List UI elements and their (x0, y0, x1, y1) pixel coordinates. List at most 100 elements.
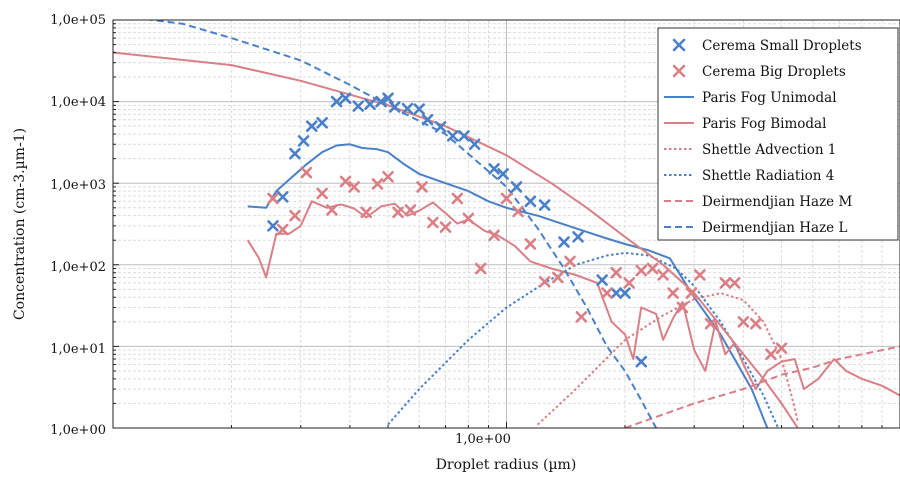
data-point-cerema-big-droplets (610, 266, 622, 279)
data-point-cerema-small-droplets (619, 287, 631, 299)
data-point-cerema-big-droplets (326, 204, 338, 216)
data-point-cerema-big-droplets (392, 206, 404, 219)
data-point-cerema-small-droplets (458, 130, 470, 142)
data-point-cerema-big-droplets (289, 209, 301, 222)
data-point-cerema-big-droplets (267, 192, 279, 205)
data-point-cerema-big-droplets (685, 287, 698, 299)
legend-symbol (672, 64, 686, 78)
data-point-cerema-big-droplets (765, 348, 777, 361)
tick-marks (112, 23, 883, 429)
legend-label: Shettle Advection 1 (702, 142, 836, 158)
data-point-cerema-small-droplets (635, 355, 648, 368)
data-point-cerema-small-droplets (382, 92, 394, 105)
data-point-cerema-big-droplets (775, 342, 788, 355)
data-point-cerema-small-droplets (596, 274, 608, 286)
data-point-cerema-big-droplets (737, 316, 750, 328)
data-point-cerema-big-droplets (371, 178, 384, 190)
data-point-cerema-small-droplets (572, 231, 584, 243)
data-point-cerema-big-droplets (538, 275, 551, 288)
data-point-cerema-small-droplets (446, 130, 459, 142)
y-tick-label: 1,0e+04 (50, 95, 106, 110)
legend-symbol (672, 38, 686, 52)
data-point-cerema-small-droplets (488, 163, 500, 175)
data-point-cerema-big-droplets (416, 181, 428, 193)
y-tick-label: 1,0e+02 (50, 260, 106, 275)
data-point-cerema-big-droplets (348, 181, 360, 193)
data-point-cerema-small-droplets (538, 199, 551, 211)
series-line-shettle-radiation-4 (387, 251, 780, 428)
data-point-cerema-small-droplets (330, 95, 343, 108)
y-tick-label: 1,0e+05 (50, 13, 106, 28)
legend-label: Deirmendjian Haze M (702, 194, 852, 210)
legend-label: Cerema Big Droplets (702, 64, 846, 80)
data-point-cerema-small-droplets (524, 195, 537, 208)
data-point-cerema-big-droplets (551, 271, 564, 284)
series-line-paris-fog-unimodal (247, 143, 769, 428)
series-line-paris-fog-bimodal (246, 200, 900, 397)
data-point-cerema-big-droplets (623, 277, 635, 289)
data-point-cerema-big-droplets (694, 269, 706, 281)
series-line-deirmendjian-haze-m (624, 345, 900, 428)
legend-label: Shettle Radiation 4 (702, 168, 834, 184)
data-point-cerema-big-droplets (439, 221, 452, 233)
data-point-cerema-big-droplets (704, 317, 717, 330)
data-point-cerema-big-droplets (488, 229, 500, 242)
data-point-cerema-small-droplets (276, 191, 289, 203)
data-point-cerema-small-droplets (434, 121, 447, 133)
data-point-cerema-big-droplets (360, 206, 372, 219)
series-layer (113, 20, 900, 428)
data-point-cerema-small-droplets (352, 100, 365, 112)
data-point-cerema-small-droplets (558, 236, 570, 248)
legend-box (657, 27, 899, 241)
data-point-cerema-big-droplets (512, 205, 524, 218)
data-point-cerema-big-droplets (524, 238, 537, 250)
data-point-cerema-small-droplets (497, 168, 509, 180)
data-point-cerema-small-droplets (510, 181, 523, 193)
data-point-cerema-small-droplets (610, 287, 622, 299)
data-point-cerema-small-droplets (388, 101, 401, 113)
data-point-cerema-small-droplets (468, 138, 481, 151)
data-point-cerema-small-droplets (289, 147, 301, 160)
data-point-cerema-small-droplets (421, 113, 434, 126)
data-point-cerema-big-droplets (719, 277, 732, 289)
data-point-cerema-big-droplets (474, 262, 487, 275)
legend-symbols (664, 38, 694, 228)
data-point-cerema-big-droplets (667, 287, 679, 299)
y-axis-label: Concentration (cm-3.µm-1) (12, 128, 28, 320)
data-point-cerema-big-droplets (676, 301, 689, 314)
data-point-cerema-big-droplets (728, 277, 741, 289)
data-point-cerema-big-droplets (749, 317, 762, 330)
y-tick-label: 1,0e+03 (50, 178, 106, 193)
data-point-cerema-small-droplets (375, 95, 387, 108)
series-line-shettle-advection-1 (537, 292, 799, 426)
legend: Cerema Small Droplets Cerema Big Droplet… (657, 27, 899, 241)
data-point-cerema-big-droplets (382, 170, 394, 183)
data-point-cerema-big-droplets (404, 204, 417, 216)
x-axis-label: Droplet radius (µm) (436, 457, 577, 473)
series-line-deirmendjian-haze-l (144, 20, 657, 428)
legend-label: Paris Fog Unimodal (702, 90, 837, 106)
legend-label: Paris Fog Bimodal (702, 116, 826, 132)
data-point-cerema-small-droplets (305, 120, 318, 132)
data-point-cerema-big-droplets (646, 262, 659, 275)
data-point-cerema-small-droplets (364, 98, 376, 110)
data-point-cerema-big-droplets (276, 223, 289, 236)
data-point-cerema-big-droplets (427, 216, 439, 229)
data-point-cerema-small-droplets (297, 135, 310, 147)
x-tick-label: 1,0e+00 (455, 432, 511, 447)
data-point-cerema-big-droplets (601, 287, 613, 299)
data-point-cerema-small-droplets (413, 103, 426, 115)
data-point-cerema-big-droplets (564, 255, 576, 268)
legend-label: Deirmendjian Haze L (702, 220, 847, 236)
data-point-cerema-small-droplets (267, 220, 279, 232)
y-tick-label: 1,0e+00 (50, 423, 106, 438)
data-point-cerema-big-droplets (462, 212, 475, 225)
data-point-cerema-big-droplets (300, 166, 313, 179)
data-point-cerema-big-droplets (635, 264, 648, 277)
legend-label: Cerema Small Droplets (702, 38, 862, 54)
data-point-cerema-small-droplets (316, 116, 328, 129)
data-point-cerema-big-droplets (657, 269, 669, 281)
series-line-curve (113, 51, 799, 428)
data-point-cerema-big-droplets (451, 192, 464, 205)
